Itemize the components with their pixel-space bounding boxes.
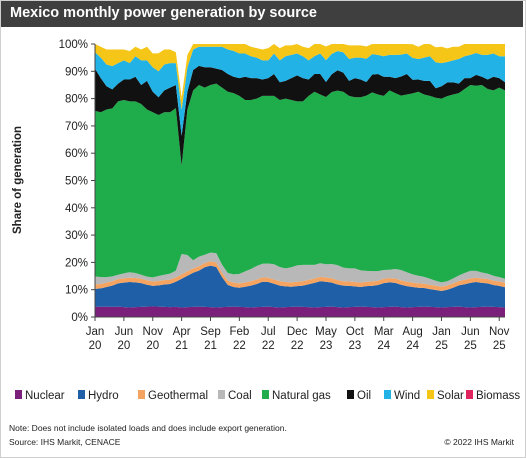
area-nuclear — [95, 306, 505, 317]
legend-label-natural-gas: Natural gas — [272, 390, 331, 402]
legend-swatch-wind — [384, 390, 391, 399]
legend-swatch-geothermal — [138, 390, 145, 399]
area-geothermal — [95, 261, 505, 292]
legend-label-coal: Coal — [228, 390, 252, 402]
x-tick-label-year: 25 — [464, 340, 477, 352]
x-tick-label-year: 22 — [262, 340, 275, 352]
y-tick-label: 70% — [65, 121, 88, 133]
x-tick-label-year: 21 — [204, 340, 217, 352]
x-tick-label-year: 25 — [435, 340, 448, 352]
x-tick-label-year: 25 — [493, 340, 506, 352]
x-tick-label-month: Jan — [432, 326, 451, 338]
chart-source: Source: IHS Markit, CENACE — [9, 437, 121, 447]
y-tick-label: 30% — [65, 230, 88, 242]
legend-label-biomass: Biomass — [476, 390, 520, 402]
legend-label-nuclear: Nuclear — [25, 390, 65, 402]
y-tick-label: 90% — [65, 66, 88, 78]
legend-swatch-solar — [427, 390, 434, 399]
x-tick-label-month: Apr — [173, 326, 191, 338]
x-tick-label-year: 20 — [117, 340, 130, 352]
x-tick-label-month: Nov — [489, 326, 510, 338]
x-tick-label-year: 24 — [406, 340, 419, 352]
y-tick-label: 80% — [65, 94, 88, 106]
x-tick-label-year: 22 — [291, 340, 304, 352]
legend-swatch-biomass — [466, 390, 473, 399]
x-tick-label-year: 20 — [89, 340, 102, 352]
x-tick-label-month: Aug — [402, 326, 422, 338]
x-tick-label-month: Mar — [374, 326, 394, 338]
legend-label-solar: Solar — [437, 390, 464, 402]
x-tick-label-month: Dec — [287, 326, 308, 338]
title-bar: Mexico monthly power generation by sourc… — [1, 1, 523, 27]
x-tick-label-month: Sep — [200, 326, 220, 338]
x-tick-label-month: Oct — [346, 326, 365, 338]
x-tick-label-month: Jul — [261, 326, 276, 338]
x-tick-label-year: 20 — [146, 340, 159, 352]
y-tick-label: 50% — [65, 176, 88, 188]
legend-swatch-coal — [218, 390, 225, 399]
legend-label-wind: Wind — [394, 390, 420, 402]
y-tick-label: 10% — [65, 285, 88, 297]
x-tick-label-year: 24 — [377, 340, 390, 352]
x-tick-label-year: 22 — [233, 340, 246, 352]
legend-swatch-oil — [347, 390, 354, 399]
x-tick-label-month: May — [315, 326, 337, 338]
chart-title: Mexico monthly power generation by sourc… — [10, 5, 317, 21]
x-tick-label-year: 21 — [175, 340, 188, 352]
chart-copyright: © 2022 IHS Markit — [444, 437, 514, 447]
x-tick-label-month: Feb — [229, 326, 249, 338]
x-tick-label-year: 23 — [320, 340, 333, 352]
x-tick-label-month: Jun — [461, 326, 480, 338]
legend-label-geothermal: Geothermal — [148, 390, 208, 402]
chart-note: Note: Does not include isolated loads an… — [9, 423, 287, 433]
area-wind — [95, 46, 505, 136]
x-tick-label-year: 23 — [348, 340, 361, 352]
area-coal — [95, 252, 505, 287]
x-tick-label-month: Nov — [143, 326, 164, 338]
y-tick-label: 20% — [65, 257, 88, 269]
area-oil — [95, 65, 505, 166]
y-tick-label: 60% — [65, 148, 88, 160]
y-axis-label: Share of generation — [12, 126, 24, 234]
area-natural-gas — [95, 83, 505, 283]
legend-label-hydro: Hydro — [88, 390, 119, 402]
legend-label-oil: Oil — [357, 390, 371, 402]
area-solar — [95, 44, 505, 110]
legend-swatch-nuclear — [15, 390, 22, 399]
y-tick-label: 100% — [59, 39, 88, 51]
x-tick-label-month: Jan — [86, 326, 105, 338]
x-tick-label-month: Jun — [115, 326, 134, 338]
legend-swatch-natural-gas — [262, 390, 269, 399]
area-hydro — [95, 265, 505, 308]
y-tick-label: 40% — [65, 203, 88, 215]
y-tick-label: 0% — [71, 312, 88, 324]
legend-swatch-hydro — [78, 390, 85, 399]
